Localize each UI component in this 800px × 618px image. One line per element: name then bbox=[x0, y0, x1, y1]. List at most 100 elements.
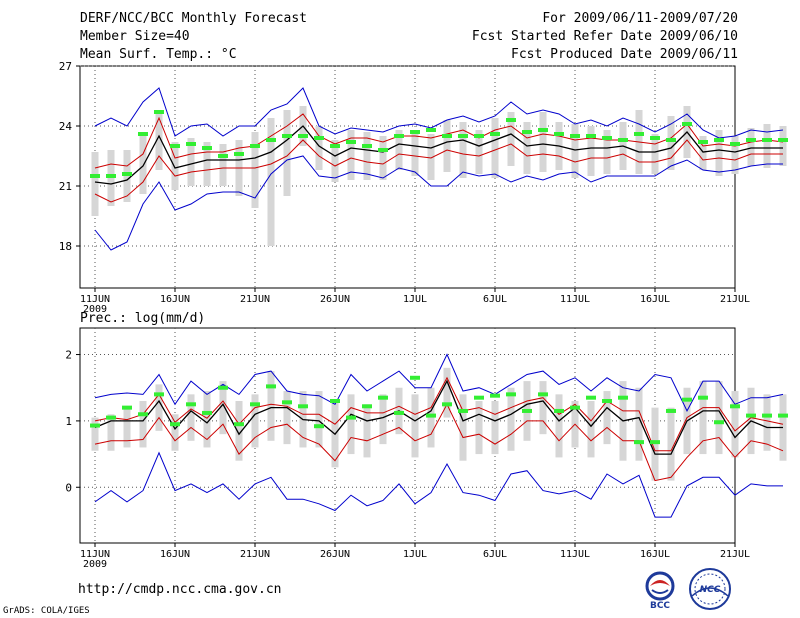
temp-member-marker bbox=[442, 134, 452, 138]
temp-member-marker bbox=[234, 152, 244, 156]
temp-member-marker bbox=[218, 154, 228, 158]
ncc-logo: NCC bbox=[689, 568, 731, 610]
prec-xtick-label: 1JUL bbox=[403, 549, 427, 560]
prec-ensemble-box bbox=[555, 394, 563, 458]
prec-member-marker bbox=[218, 385, 228, 390]
prec-member-marker bbox=[554, 408, 564, 413]
temp-ensemble-box bbox=[379, 136, 387, 180]
temp-member-marker bbox=[730, 142, 740, 146]
prec-lower-std-line bbox=[94, 403, 784, 482]
prec-min-line bbox=[94, 451, 783, 518]
prec-ensemble-box bbox=[155, 384, 163, 431]
prec-member-marker bbox=[586, 395, 596, 400]
prec-member-marker bbox=[330, 398, 340, 403]
forecast-period: For 2009/06/11-2009/07/20 bbox=[542, 11, 738, 26]
bcc-logo: BCC bbox=[645, 571, 675, 610]
prec-member-marker bbox=[170, 422, 180, 427]
temp-ensemble-box bbox=[203, 142, 211, 186]
temp-ytick-label: 27 bbox=[59, 60, 72, 73]
prec-member-marker bbox=[410, 375, 420, 380]
prec-ytick-label: 1 bbox=[65, 415, 72, 428]
prec-member-marker bbox=[650, 440, 660, 445]
prec-member-marker bbox=[746, 413, 756, 418]
temp-member-marker bbox=[90, 174, 100, 178]
temp-member-marker bbox=[634, 132, 644, 136]
chart-title: DERF/NCC/BCC Monthly Forecast bbox=[80, 11, 307, 26]
temp-xtick-label: 11JUL bbox=[560, 294, 590, 305]
temp-panel: 11JUN 16JUN 21JUN 26JUN 1JUL 6JUL 11JUL 16JUL 21… bbox=[59, 60, 788, 315]
prec-ensemble-box bbox=[171, 414, 179, 451]
temp-ensemble-box bbox=[651, 134, 659, 174]
prec-ensemble-box bbox=[203, 391, 211, 448]
temp-ensemble-box bbox=[267, 118, 275, 246]
prec-ensemble-box bbox=[379, 394, 387, 445]
temp-member-marker bbox=[362, 144, 372, 148]
temp-member-marker bbox=[298, 134, 308, 138]
temp-member-marker bbox=[202, 146, 212, 150]
temp-member-marker bbox=[186, 142, 196, 146]
temp-max-line bbox=[94, 87, 784, 139]
temp-ensemble-box bbox=[443, 120, 451, 172]
temp-member-marker bbox=[106, 174, 116, 178]
prec-member-marker bbox=[538, 392, 548, 397]
temp-ytick-label: 24 bbox=[59, 120, 73, 133]
temp-member-marker bbox=[682, 122, 692, 126]
temp-member-marker bbox=[714, 138, 724, 142]
prec-member-marker bbox=[426, 413, 436, 418]
temp-member-marker bbox=[314, 136, 324, 140]
temp-ensemble-box bbox=[731, 136, 739, 174]
prec-ensemble-box bbox=[491, 400, 499, 455]
temp-member-marker bbox=[602, 136, 612, 140]
temp-ensemble-box bbox=[155, 110, 163, 170]
prec-upper-std-line bbox=[94, 376, 784, 452]
prec-ensemble-box bbox=[91, 417, 99, 451]
temp-ensemble-box bbox=[523, 122, 531, 174]
prec-xtick-label: 16JUN bbox=[160, 549, 190, 560]
prec-xtick-label: 21JUN bbox=[240, 549, 270, 560]
temp-xtick-label: 21JUL bbox=[720, 294, 750, 305]
prec-member-marker bbox=[250, 402, 260, 407]
temp-ensemble-box bbox=[219, 144, 227, 186]
temp-xtick-label: 11JUN bbox=[80, 294, 110, 305]
prec-panel: 11JUN 16JUN 21JUN 26JUN 1JUL 6JUL 11JUL 16JUL 21… bbox=[65, 311, 788, 570]
prec-ensemble-box bbox=[459, 394, 467, 461]
prec-ensemble-box bbox=[539, 381, 547, 435]
temp-ensemble-box bbox=[475, 130, 483, 174]
prec-variable-label: Prec.: log(mm/d) bbox=[80, 311, 205, 326]
temp-member-marker bbox=[138, 132, 148, 136]
prec-ensemble-box bbox=[507, 387, 515, 451]
temp-ensemble-box bbox=[603, 130, 611, 174]
temp-ensemble-box bbox=[411, 134, 419, 176]
temp-ensemble-box bbox=[251, 132, 259, 208]
prec-ensemble-box bbox=[411, 394, 419, 458]
temp-ensemble-box bbox=[667, 116, 675, 170]
prec-member-marker bbox=[602, 398, 612, 403]
temp-ensemble-box bbox=[539, 112, 547, 172]
prec-member-marker bbox=[490, 393, 500, 398]
temp-ensemble-box bbox=[763, 124, 771, 168]
source-url[interactable]: http://cmdp.ncc.cma.gov.cn bbox=[78, 582, 282, 597]
prec-member-marker bbox=[682, 397, 692, 402]
prec-member-marker bbox=[730, 404, 740, 409]
prec-member-marker bbox=[362, 404, 372, 409]
temp-xtick-label: 6JUL bbox=[483, 294, 507, 305]
temp-member-marker bbox=[458, 134, 468, 138]
temp-xtick-label: 21JUN bbox=[240, 294, 270, 305]
temp-member-marker bbox=[490, 132, 500, 136]
temp-ensemble-box bbox=[747, 128, 755, 166]
ncc-logo-text: NCC bbox=[700, 585, 721, 595]
temp-xtick-label: 26JUN bbox=[320, 294, 350, 305]
prec-ensemble-box bbox=[107, 414, 115, 451]
prec-ensemble-box bbox=[219, 381, 227, 435]
temp-member-marker bbox=[522, 130, 532, 134]
prec-mean-line bbox=[94, 379, 783, 455]
temp-min-line bbox=[94, 155, 783, 251]
temp-member-marker bbox=[346, 140, 356, 144]
prec-member-marker bbox=[154, 392, 164, 397]
temp-variable-label: Mean Surf. Temp.: °C bbox=[80, 47, 237, 62]
temp-ensemble-box bbox=[91, 152, 99, 216]
temp-ensemble-box bbox=[507, 112, 515, 166]
prec-member-marker bbox=[570, 405, 580, 410]
temp-member-marker bbox=[154, 110, 164, 114]
prec-xtick-label: 21JUL bbox=[720, 549, 750, 560]
